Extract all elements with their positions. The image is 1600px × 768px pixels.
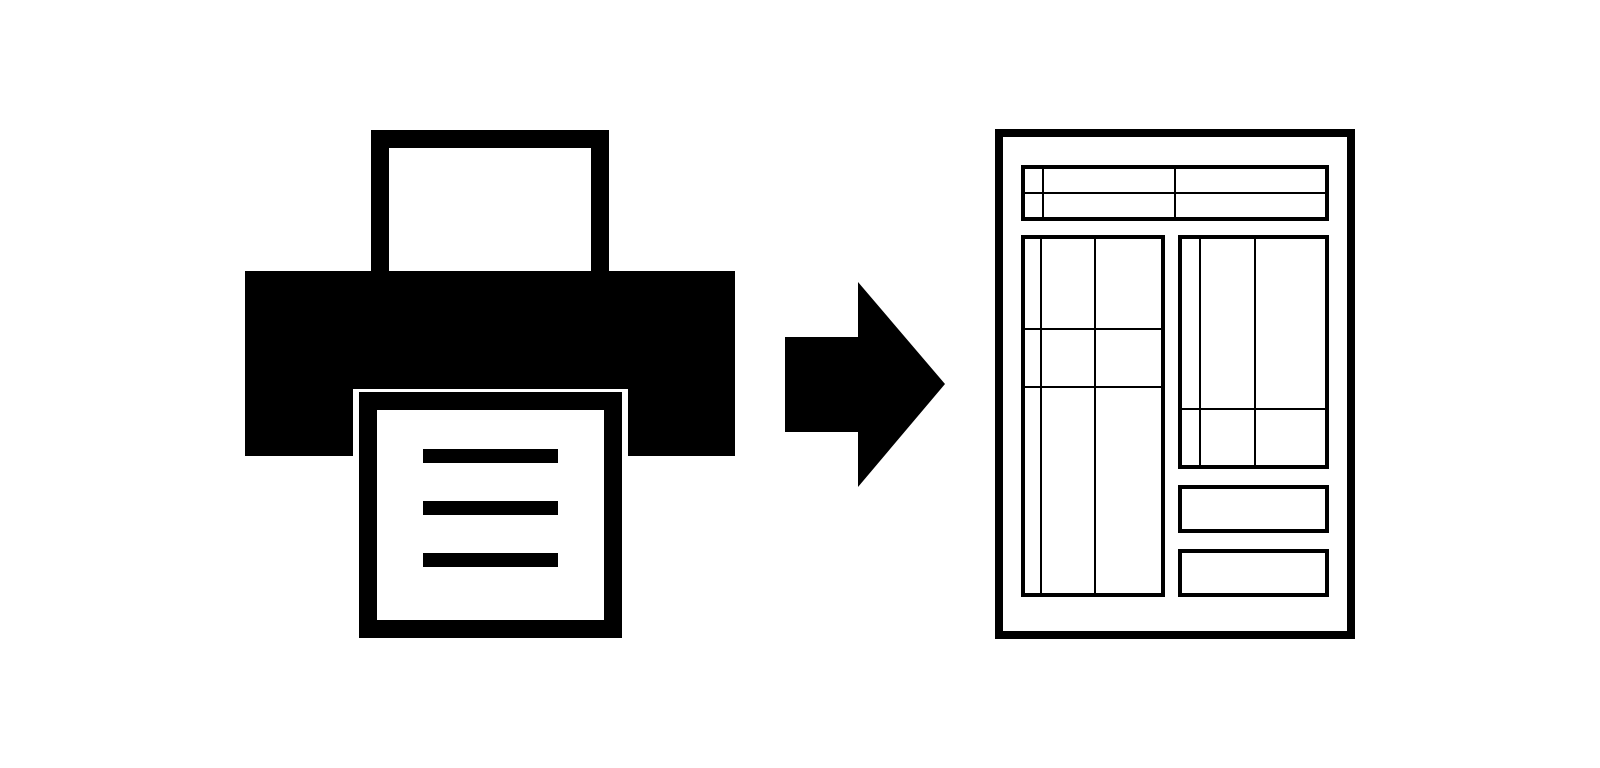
diagram-container [245, 129, 1355, 639]
printer-icon [245, 129, 735, 639]
arrow-right-icon [785, 282, 945, 487]
document-layout-icon [995, 129, 1355, 639]
